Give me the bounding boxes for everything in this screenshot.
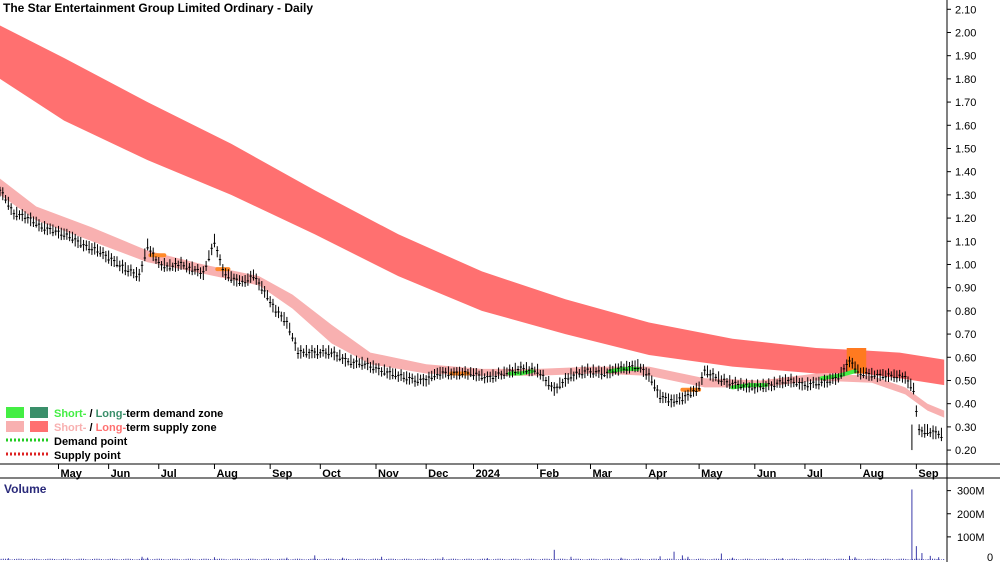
month-label: Aug [216, 468, 237, 480]
price-tick-label: 1.50 [955, 143, 976, 155]
price-tick-label: 0.70 [955, 329, 976, 341]
long-term-supply-band [0, 25, 945, 386]
month-label: Sep [918, 468, 938, 480]
price-tick-label: 0.40 [955, 399, 976, 411]
legend: Short- / Long-term demand zone Short- / L… [6, 407, 223, 462]
price-tick-label: 1.20 [955, 213, 976, 225]
month-label: Jul [161, 468, 177, 480]
month-label: Mar [592, 468, 612, 480]
month-label: Dec [428, 468, 448, 480]
volume-title: Volume [4, 482, 47, 496]
legend-swatch-short [6, 407, 24, 418]
price-tick-label: 1.10 [955, 236, 976, 248]
price-tick-label: 0.60 [955, 352, 976, 364]
month-label: Nov [378, 468, 400, 480]
price-tick-label: 0.20 [955, 445, 976, 457]
legend-swatch-long [30, 407, 48, 418]
month-label: 2024 [476, 468, 501, 480]
volume-tick-label: 100M [957, 532, 985, 544]
price-tick-label: 2.00 [955, 27, 976, 39]
month-label: May [701, 468, 723, 480]
volume-tick-label: 200M [957, 509, 985, 521]
chart-title: The Star Entertainment Group Limited Ord… [3, 1, 313, 15]
legend-label: Demand point [54, 436, 128, 448]
month-label: Sep [272, 468, 292, 480]
price-tick-label: 1.00 [955, 259, 976, 271]
short-term-supply-band [0, 178, 945, 418]
long-term-supply-marker [846, 348, 867, 374]
legend-swatch-short [6, 421, 24, 432]
month-label: Apr [648, 468, 668, 480]
legend-label: Supply point [54, 450, 121, 462]
price-tick-label: 1.60 [955, 120, 976, 132]
legend-label: Short- / Long-term supply zone [54, 422, 217, 434]
legend-label: Short- / Long-term demand zone [54, 408, 223, 420]
price-tick-label: 1.40 [955, 167, 976, 179]
price-tick-label: 1.80 [955, 74, 976, 86]
month-label: Jul [807, 468, 823, 480]
price-tick-label: 0.30 [955, 422, 976, 434]
legend-swatch-long [30, 421, 48, 432]
price-tick-label: 2.10 [955, 4, 976, 16]
price-tick-label: 1.30 [955, 190, 976, 202]
month-label: Jun [757, 468, 777, 480]
price-tick-label: 1.90 [955, 51, 976, 63]
volume-tick-label: 0 [987, 552, 993, 562]
month-label: Aug [863, 468, 884, 480]
price-tick-label: 0.90 [955, 283, 976, 295]
month-label: Feb [540, 468, 560, 480]
price-tick-label: 0.80 [955, 306, 976, 318]
month-label: May [60, 468, 82, 480]
month-label: Oct [322, 468, 341, 480]
price-tick-label: 1.70 [955, 97, 976, 109]
volume-tick-label: 300M [957, 486, 985, 498]
price-tick-label: 0.50 [955, 375, 976, 387]
month-label: Jun [111, 468, 131, 480]
volume-panel: 100M 200M 300M 0 [0, 486, 993, 562]
